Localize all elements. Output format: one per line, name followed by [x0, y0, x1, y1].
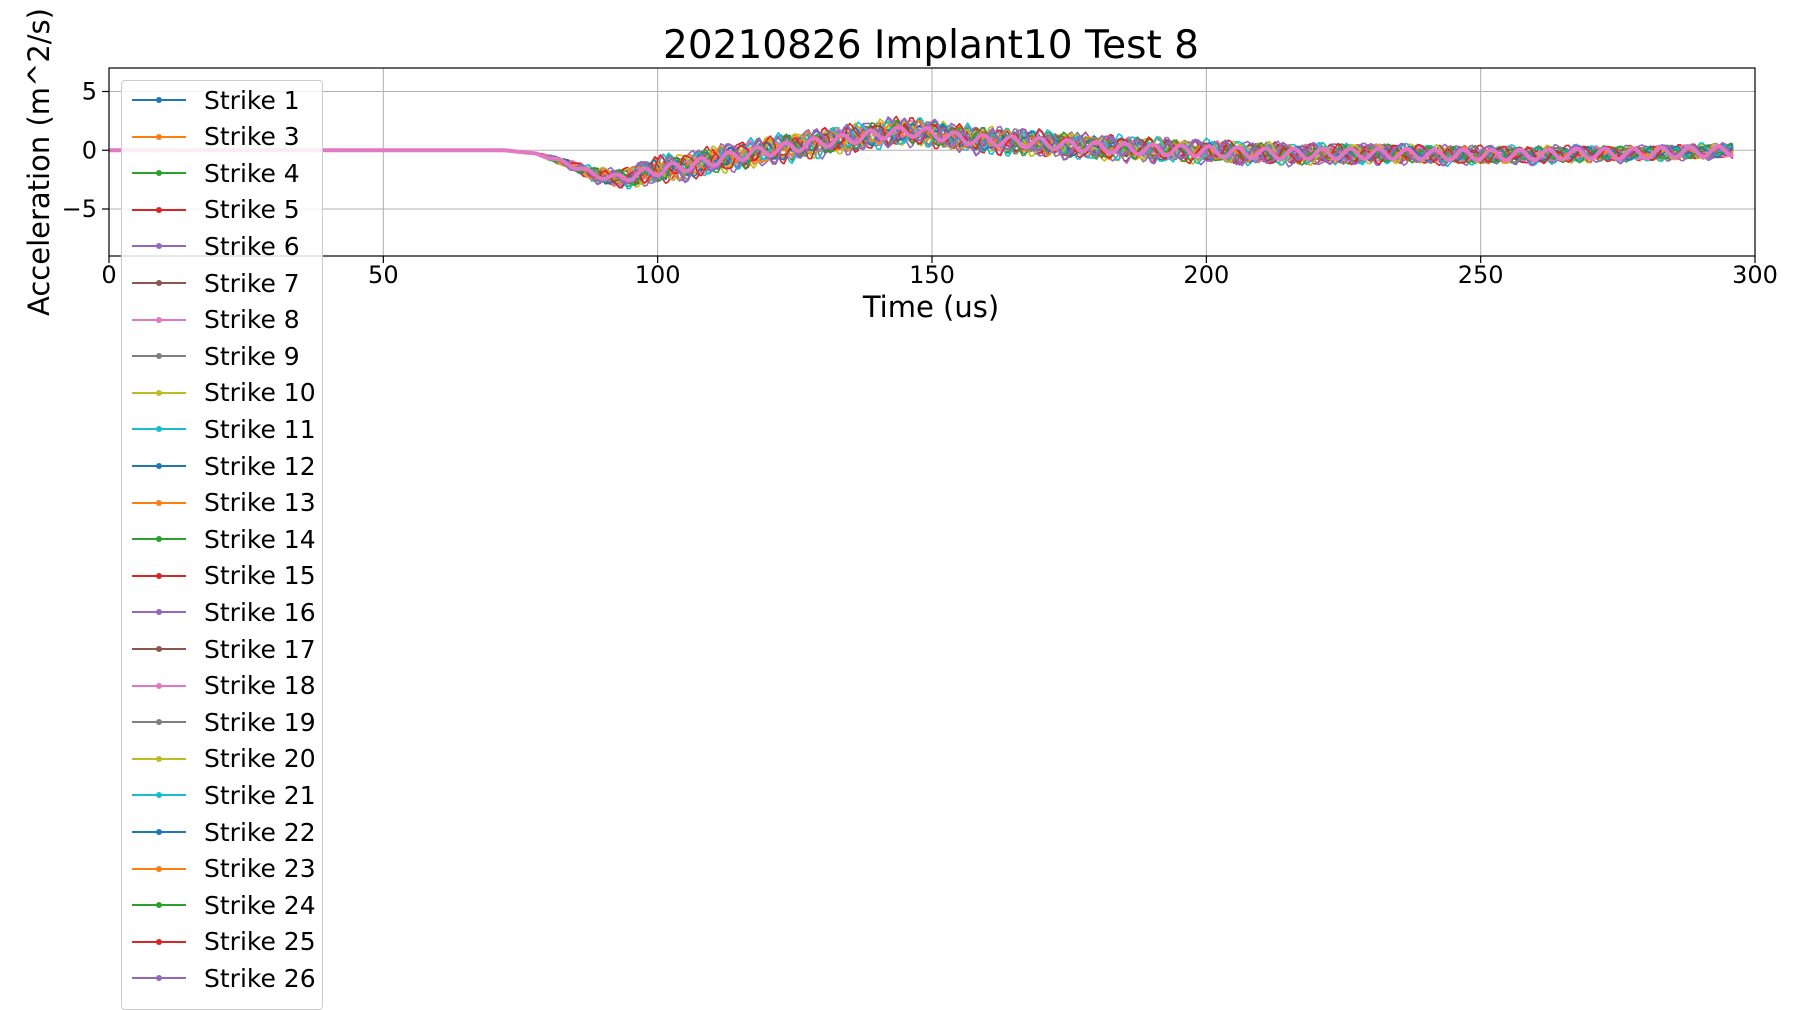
- x-tick-label: 250: [1458, 261, 1504, 289]
- y-tick-label: −5: [62, 195, 97, 223]
- x-tick-label: 150: [909, 261, 955, 289]
- legend-label: Strike 12: [204, 451, 316, 481]
- x-tick-label: 50: [368, 261, 399, 289]
- x-tick-label: 100: [635, 261, 681, 289]
- x-tick-label: 300: [1732, 261, 1778, 289]
- legend-item: Strike 21: [132, 780, 316, 810]
- legend-label: Strike 14: [204, 524, 316, 554]
- y-tick-label: 0: [82, 136, 97, 164]
- legend-label: Strike 1: [204, 85, 300, 115]
- y-axis-label: Acceleration (m^2/s): [22, 8, 56, 316]
- legend-label: Strike 16: [204, 597, 316, 627]
- legend-line-marker-icon: [132, 569, 186, 583]
- legend-line-marker-icon: [132, 349, 186, 363]
- legend-line-marker-icon: [132, 935, 186, 949]
- legend-line-marker-icon: [132, 239, 186, 253]
- legend-line-marker-icon: [132, 605, 186, 619]
- legend-line-marker-icon: [132, 166, 186, 180]
- legend-label: Strike 23: [204, 854, 316, 884]
- legend-item: Strike 24: [132, 890, 316, 920]
- y-tick-label: 5: [82, 78, 97, 106]
- legend-label: Strike 3: [204, 122, 300, 152]
- legend-line-marker-icon: [132, 459, 186, 473]
- legend-item: Strike 1: [132, 85, 300, 115]
- legend-line-marker-icon: [132, 313, 186, 327]
- legend-item: Strike 16: [132, 597, 316, 627]
- legend-line-marker-icon: [132, 386, 186, 400]
- legend-item: Strike 23: [132, 854, 316, 884]
- legend-item: Strike 20: [132, 744, 316, 774]
- legend-line-marker-icon: [132, 642, 186, 656]
- legend-label: Strike 19: [204, 707, 316, 737]
- legend-label: Strike 11: [204, 414, 316, 444]
- legend-item: Strike 15: [132, 561, 316, 591]
- legend-label: Strike 21: [204, 780, 316, 810]
- legend-item: Strike 25: [132, 927, 316, 957]
- legend-line-marker-icon: [132, 422, 186, 436]
- series-line-overlay: [109, 124, 1734, 183]
- legend-label: Strike 5: [204, 195, 300, 225]
- legend-line-marker-icon: [132, 825, 186, 839]
- legend-item: Strike 11: [132, 414, 316, 444]
- legend-line-marker-icon: [132, 679, 186, 693]
- chart-title: 20210826 Implant10 Test 8: [663, 23, 1199, 68]
- legend-line-marker-icon: [132, 971, 186, 985]
- legend-line-marker-icon: [132, 93, 186, 107]
- legend-item: Strike 22: [132, 817, 316, 847]
- x-tick-label: 0: [101, 261, 116, 289]
- legend-item: Strike 26: [132, 963, 316, 993]
- legend-label: Strike 22: [204, 817, 316, 847]
- legend-item: Strike 17: [132, 634, 316, 664]
- x-tick-label: 200: [1183, 261, 1229, 289]
- legend-item: Strike 9: [132, 341, 300, 371]
- legend-label: Strike 4: [204, 158, 300, 188]
- legend-label: Strike 7: [204, 268, 300, 298]
- legend-label: Strike 9: [204, 341, 300, 371]
- x-axis-label: Time (us): [862, 290, 999, 324]
- legend-label: Strike 8: [204, 305, 300, 335]
- legend-item: Strike 13: [132, 488, 316, 518]
- legend: Strike 1 Strike 3 Strike 4 Strike 5 Strike 6…: [121, 80, 323, 1010]
- legend-label: Strike 24: [204, 890, 316, 920]
- legend-line-marker-icon: [132, 130, 186, 144]
- legend-line-marker-icon: [132, 898, 186, 912]
- legend-item: Strike 5: [132, 195, 300, 225]
- legend-label: Strike 10: [204, 378, 316, 408]
- legend-line-marker-icon: [132, 715, 186, 729]
- legend-label: Strike 18: [204, 671, 316, 701]
- legend-item: Strike 7: [132, 268, 300, 298]
- legend-item: Strike 4: [132, 158, 300, 188]
- legend-item: Strike 12: [132, 451, 316, 481]
- legend-label: Strike 25: [204, 927, 316, 957]
- legend-label: Strike 15: [204, 561, 316, 591]
- legend-line-marker-icon: [132, 862, 186, 876]
- ticks: 0 50 100 150 200 250 300 −5 0 5: [62, 78, 1778, 290]
- legend-item: Strike 14: [132, 524, 316, 554]
- legend-label: Strike 6: [204, 231, 300, 261]
- legend-label: Strike 17: [204, 634, 316, 664]
- legend-line-marker-icon: [132, 496, 186, 510]
- legend-item: Strike 6: [132, 231, 300, 261]
- legend-item: Strike 8: [132, 305, 300, 335]
- legend-label: Strike 26: [204, 963, 316, 993]
- legend-line-marker-icon: [132, 532, 186, 546]
- legend-label: Strike 20: [204, 744, 316, 774]
- legend-line-marker-icon: [132, 276, 186, 290]
- legend-item: Strike 18: [132, 671, 316, 701]
- legend-item: Strike 10: [132, 378, 316, 408]
- legend-item: Strike 19: [132, 707, 316, 737]
- legend-line-marker-icon: [132, 788, 186, 802]
- legend-label: Strike 13: [204, 488, 316, 518]
- legend-item: Strike 3: [132, 122, 300, 152]
- legend-line-marker-icon: [132, 203, 186, 217]
- legend-line-marker-icon: [132, 752, 186, 766]
- series-layer: [109, 115, 1734, 190]
